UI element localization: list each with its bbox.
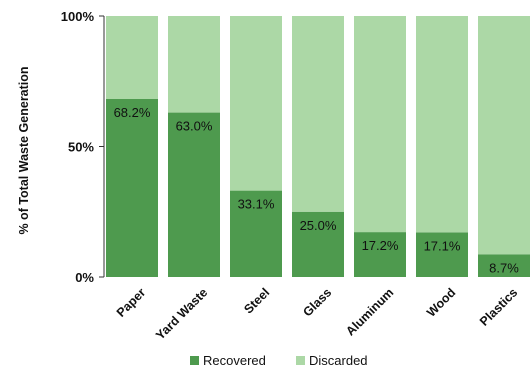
category-label: Aluminum <box>343 285 396 338</box>
data-label: 33.1% <box>238 197 275 212</box>
data-label: 63.0% <box>176 119 213 134</box>
category-label: Paper <box>114 285 149 320</box>
legend-label-discarded: Discarded <box>309 353 368 368</box>
category-label: Plastics <box>477 285 520 328</box>
bars-group <box>106 16 530 277</box>
bar-recovered-paper <box>106 98 158 277</box>
data-labels: 68.2% 63.0% 33.1% 25.0% 17.2% 17.1% 8.7% <box>114 105 520 275</box>
legend: Recovered Discarded <box>190 353 368 368</box>
bar-discarded-yard-waste <box>168 16 220 113</box>
y-ticks: 0% 50% 100% <box>61 9 104 285</box>
data-label: 17.1% <box>424 238 461 253</box>
data-label: 17.2% <box>362 238 399 253</box>
category-label: Wood <box>424 285 458 319</box>
bar-recovered-wood <box>416 232 468 277</box>
category-labels: Paper Yard Waste Steel Glass Aluminum Wood Pla… <box>114 285 520 342</box>
category-label: Steel <box>241 285 272 316</box>
data-label: 68.2% <box>114 105 151 120</box>
bar-discarded-plastics <box>478 16 530 255</box>
data-label: 25.0% <box>300 218 337 233</box>
y-tick-label: 0% <box>75 270 94 285</box>
bar-discarded-steel <box>230 16 282 191</box>
y-axis-title: % of Total Waste Generation <box>17 66 31 234</box>
bar-recovered-steel <box>230 190 282 277</box>
category-label: Glass <box>300 285 334 319</box>
legend-label-recovered: Recovered <box>203 353 266 368</box>
bar-discarded-wood <box>416 16 468 233</box>
legend-swatch-discarded <box>296 356 305 365</box>
bar-discarded-glass <box>292 16 344 212</box>
bar-recovered-plastics <box>478 254 530 277</box>
bar-discarded-paper <box>106 16 158 99</box>
bar-recovered-yard-waste <box>168 112 220 277</box>
data-label: 8.7% <box>489 260 519 275</box>
bar-recovered-glass <box>292 211 344 277</box>
bar-recovered-aluminum <box>354 232 406 277</box>
bar-discarded-aluminum <box>354 16 406 233</box>
legend-swatch-recovered <box>190 356 199 365</box>
y-tick-label: 100% <box>61 9 95 24</box>
category-label: Yard Waste <box>153 285 210 342</box>
y-tick-label: 50% <box>68 140 94 155</box>
